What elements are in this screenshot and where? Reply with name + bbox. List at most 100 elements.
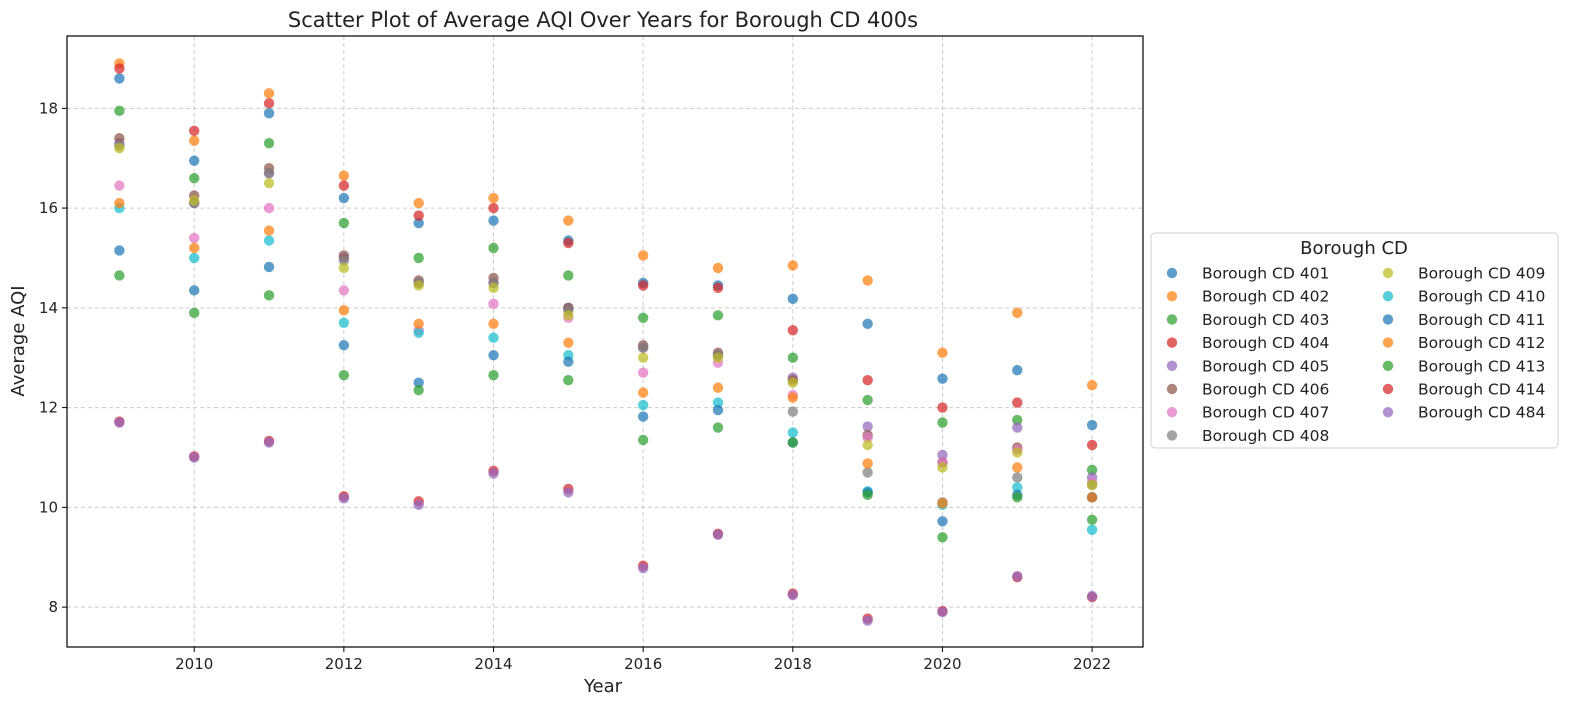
x-tick-label: 2020 (923, 655, 961, 673)
series-9 (114, 143, 1098, 491)
data-point (712, 282, 724, 294)
data-point (563, 356, 574, 367)
data-point (263, 98, 275, 109)
data-point (413, 318, 424, 329)
legend-item: Borough CD 484 (1382, 404, 1545, 422)
data-point (1012, 492, 1023, 503)
data-point (1086, 524, 1098, 535)
data-point (637, 312, 649, 324)
data-point (189, 172, 200, 184)
data-point (787, 406, 799, 417)
data-point (413, 210, 424, 221)
data-point (862, 432, 873, 443)
data-point (563, 310, 574, 321)
data-point (1086, 514, 1098, 526)
data-point (563, 270, 574, 281)
y-tick-label: 8 (48, 598, 58, 616)
legend-label: Borough CD 407 (1202, 404, 1329, 422)
legend-label: Borough CD 410 (1418, 288, 1545, 306)
data-point (263, 202, 275, 214)
y-tick-label: 14 (39, 299, 58, 317)
data-point (563, 237, 574, 249)
legend-title: Borough CD (1300, 238, 1408, 259)
data-point (189, 125, 200, 136)
data-point (263, 290, 275, 301)
data-point (637, 387, 649, 398)
legend-marker (1166, 314, 1178, 325)
legend-label: Borough CD 484 (1418, 404, 1545, 422)
legend-item: Borough CD 401 (1166, 265, 1329, 283)
series-14 (114, 416, 1098, 624)
data-point (338, 255, 350, 266)
legend-item: Borough CD 413 (1382, 357, 1545, 375)
data-point (338, 180, 350, 191)
data-point (338, 493, 350, 504)
data-point (937, 606, 948, 618)
data-point (712, 352, 724, 363)
legend-label: Borough CD 412 (1418, 334, 1545, 352)
data-point (787, 377, 799, 388)
data-point (189, 155, 200, 166)
data-point (937, 532, 948, 543)
data-point (937, 373, 948, 384)
series-5 (114, 138, 1098, 483)
data-point (338, 170, 350, 181)
data-point (1012, 307, 1023, 319)
data-points (114, 58, 1098, 626)
data-point (338, 305, 350, 316)
data-point (488, 215, 499, 226)
data-point (712, 422, 724, 433)
data-point (637, 399, 649, 411)
data-point (712, 529, 724, 540)
x-tick-label: 2014 (474, 655, 512, 673)
x-axis-label: Year (583, 676, 623, 697)
series-15 (114, 417, 1098, 626)
data-point (937, 417, 948, 428)
legend-marker (1382, 407, 1394, 418)
legend-item: Borough CD 414 (1382, 381, 1545, 399)
y-axis-ticks: 8 10 12 14 16 18 (39, 99, 67, 616)
data-point (413, 252, 424, 264)
data-point (114, 143, 125, 154)
data-point (862, 615, 873, 626)
data-point (712, 262, 724, 274)
data-point (563, 215, 574, 226)
data-point (114, 73, 125, 84)
data-point (862, 318, 873, 329)
legend-item: Borough CD 405 (1166, 357, 1329, 375)
data-point (1012, 472, 1023, 483)
data-point (488, 318, 499, 329)
data-point (338, 217, 350, 229)
legend-item: Borough CD 404 (1166, 334, 1329, 352)
legend-item: Borough CD 408 (1166, 427, 1329, 445)
legend-marker (1382, 291, 1394, 302)
legend-item: Borough CD 412 (1382, 334, 1545, 352)
legend-item: Borough CD 406 (1166, 381, 1329, 399)
data-point (787, 325, 799, 336)
series-12 (114, 197, 1098, 509)
data-point (263, 225, 275, 236)
data-point (488, 192, 499, 204)
data-point (712, 310, 724, 321)
data-point (338, 285, 350, 296)
data-point (787, 589, 799, 601)
data-point (189, 195, 200, 206)
legend-label: Borough CD 408 (1202, 427, 1329, 445)
data-point (1012, 462, 1023, 473)
legend-label: Borough CD 401 (1202, 265, 1329, 283)
data-point (637, 342, 649, 353)
data-point (712, 382, 724, 393)
data-point (338, 369, 350, 381)
data-point (862, 439, 873, 451)
data-point (413, 280, 424, 291)
data-point (338, 192, 350, 204)
legend-item: Borough CD 403 (1166, 311, 1329, 329)
data-point (1086, 590, 1098, 602)
data-point (937, 516, 948, 527)
data-point (787, 352, 799, 363)
data-point (263, 177, 275, 189)
legend-item: Borough CD 410 (1382, 288, 1545, 306)
legend-marker (1166, 383, 1178, 395)
data-point (114, 245, 125, 256)
data-point (937, 402, 948, 413)
